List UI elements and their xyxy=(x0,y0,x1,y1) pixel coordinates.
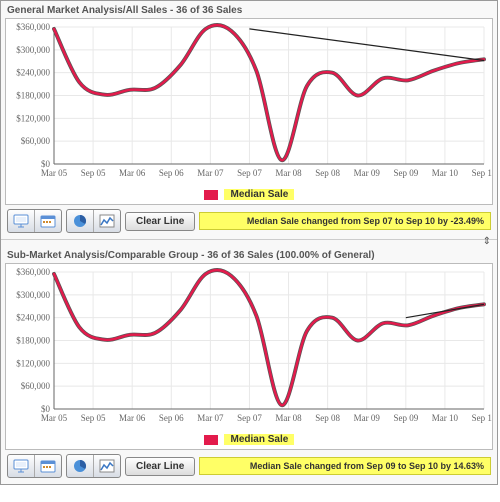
svg-text:Sep 09: Sep 09 xyxy=(393,413,418,423)
svg-text:$240,000: $240,000 xyxy=(16,68,50,78)
calendar-icon[interactable] xyxy=(35,210,61,232)
svg-text:$180,000: $180,000 xyxy=(16,336,50,346)
svg-text:Sep 10: Sep 10 xyxy=(472,168,492,178)
clear-line-button[interactable]: Clear Line xyxy=(125,212,195,231)
toolbar: Clear Line Median Sale changed from Sep … xyxy=(5,450,493,484)
panel-general-market: General Market Analysis/All Sales - 36 o… xyxy=(1,1,497,239)
svg-text:Mar 09: Mar 09 xyxy=(354,413,381,423)
resize-handle-icon[interactable]: ⇕ xyxy=(483,236,491,247)
svg-text:$360,000: $360,000 xyxy=(16,22,50,32)
panel-sub-market: Sub-Market Analysis/Comparable Group - 3… xyxy=(1,246,497,484)
chart-svg: $0$60,000$120,000$180,000$240,000$300,00… xyxy=(6,19,492,184)
svg-text:$180,000: $180,000 xyxy=(16,91,50,101)
legend-swatch xyxy=(204,435,218,445)
svg-text:Sep 08: Sep 08 xyxy=(315,413,340,423)
svg-text:Sep 07: Sep 07 xyxy=(237,413,262,423)
line-chart-icon[interactable] xyxy=(94,210,120,232)
toolbar-group-2 xyxy=(66,454,121,478)
svg-text:Sep 05: Sep 05 xyxy=(81,168,106,178)
chart-general-market: $0$60,000$120,000$180,000$240,000$300,00… xyxy=(5,18,493,205)
panel-title: Sub-Market Analysis/Comparable Group - 3… xyxy=(5,248,493,263)
svg-text:Mar 06: Mar 06 xyxy=(119,168,146,178)
panel-divider: ⇕ xyxy=(1,239,497,246)
legend-label: Median Sale xyxy=(224,434,294,445)
svg-text:Sep 09: Sep 09 xyxy=(393,168,418,178)
toolbar-group-1 xyxy=(7,454,62,478)
svg-text:Mar 08: Mar 08 xyxy=(275,413,302,423)
chart-svg: $0$60,000$120,000$180,000$240,000$300,00… xyxy=(6,264,492,429)
svg-text:$300,000: $300,000 xyxy=(16,45,50,55)
legend-swatch xyxy=(204,190,218,200)
legend: Median Sale xyxy=(6,187,492,204)
svg-text:Sep 05: Sep 05 xyxy=(81,413,106,423)
app-frame: General Market Analysis/All Sales - 36 o… xyxy=(0,0,498,485)
legend-label: Median Sale xyxy=(224,189,294,200)
svg-text:Mar 10: Mar 10 xyxy=(432,413,459,423)
svg-text:Sep 10: Sep 10 xyxy=(472,413,492,423)
change-note: Median Sale changed from Sep 07 to Sep 1… xyxy=(199,212,491,230)
legend: Median Sale xyxy=(6,432,492,449)
pie-icon[interactable] xyxy=(67,455,94,477)
line-chart-icon[interactable] xyxy=(94,455,120,477)
pie-icon[interactable] xyxy=(67,210,94,232)
svg-text:$240,000: $240,000 xyxy=(16,313,50,323)
svg-text:Mar 07: Mar 07 xyxy=(197,168,224,178)
svg-text:Mar 08: Mar 08 xyxy=(275,168,302,178)
toolbar: Clear Line Median Sale changed from Sep … xyxy=(5,205,493,239)
svg-text:$300,000: $300,000 xyxy=(16,290,50,300)
toolbar-group-1 xyxy=(7,209,62,233)
svg-text:Sep 06: Sep 06 xyxy=(159,413,184,423)
toolbar-group-2 xyxy=(66,209,121,233)
calendar-icon[interactable] xyxy=(35,455,61,477)
change-note: Median Sale changed from Sep 09 to Sep 1… xyxy=(199,457,491,475)
svg-text:Sep 07: Sep 07 xyxy=(237,168,262,178)
presentation-icon[interactable] xyxy=(8,455,35,477)
svg-text:Mar 09: Mar 09 xyxy=(354,168,381,178)
svg-text:$120,000: $120,000 xyxy=(16,358,50,368)
panel-title: General Market Analysis/All Sales - 36 o… xyxy=(5,3,493,18)
svg-text:Mar 05: Mar 05 xyxy=(41,413,68,423)
svg-text:Mar 06: Mar 06 xyxy=(119,413,146,423)
svg-text:Sep 06: Sep 06 xyxy=(159,168,184,178)
presentation-icon[interactable] xyxy=(8,210,35,232)
svg-text:$60,000: $60,000 xyxy=(21,136,51,146)
chart-sub-market: $0$60,000$120,000$180,000$240,000$300,00… xyxy=(5,263,493,450)
svg-text:$60,000: $60,000 xyxy=(21,381,51,391)
svg-text:$360,000: $360,000 xyxy=(16,267,50,277)
svg-text:Mar 10: Mar 10 xyxy=(432,168,459,178)
svg-text:Sep 08: Sep 08 xyxy=(315,168,340,178)
svg-text:$120,000: $120,000 xyxy=(16,113,50,123)
clear-line-button[interactable]: Clear Line xyxy=(125,457,195,476)
svg-text:Mar 05: Mar 05 xyxy=(41,168,68,178)
svg-text:Mar 07: Mar 07 xyxy=(197,413,224,423)
